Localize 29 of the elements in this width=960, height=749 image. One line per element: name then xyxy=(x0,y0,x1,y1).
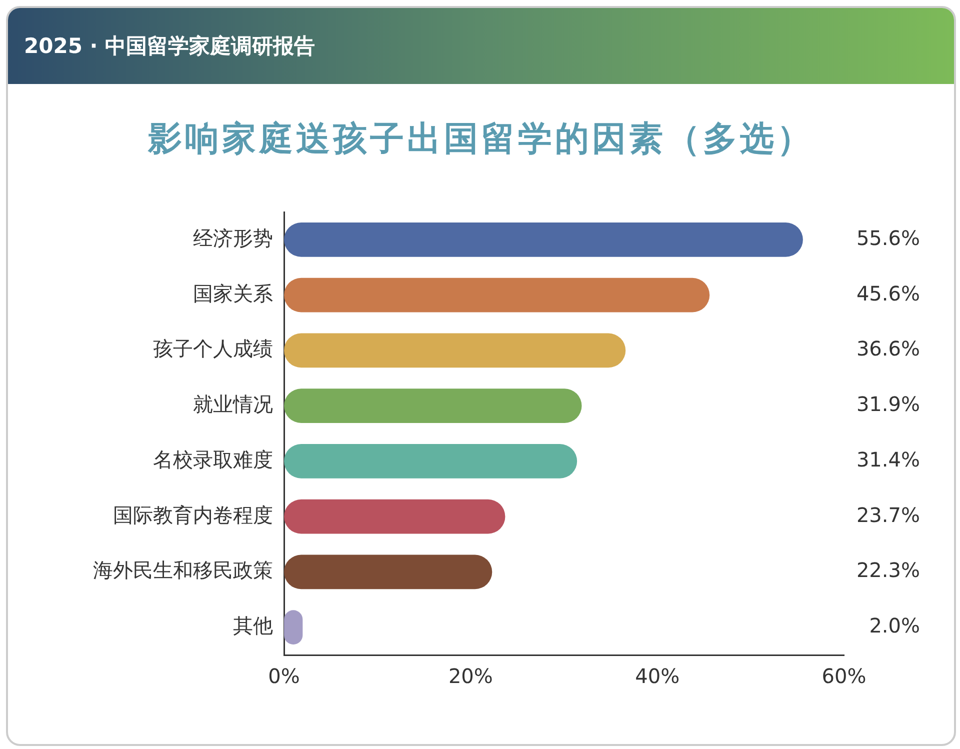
y-tick-label: 经济形势 xyxy=(193,226,273,250)
bar xyxy=(284,388,582,423)
data-label: 31.9% xyxy=(856,392,920,416)
y-tick-label: 国家关系 xyxy=(193,281,273,306)
data-label: 45.6% xyxy=(856,281,920,306)
bar xyxy=(284,333,626,368)
data-label: 22.3% xyxy=(856,558,920,582)
chart-subtitle: 2025 · 中国留学家庭调研报告 xyxy=(8,8,954,84)
bar xyxy=(284,222,803,257)
chart-title: 影响家庭送孩子出国留学的因素（多选） xyxy=(146,118,815,161)
bar xyxy=(284,554,492,590)
data-label: 2.0% xyxy=(869,614,920,638)
x-tick-label: 0% xyxy=(268,664,300,688)
y-tick-label: 就业情况 xyxy=(193,392,273,416)
bar xyxy=(284,278,710,312)
data-label: 36.6% xyxy=(856,336,920,361)
y-tick-label: 国际教育内卷程度 xyxy=(113,502,273,527)
x-tick-label: 60% xyxy=(822,664,866,688)
bar xyxy=(284,499,506,534)
data-label: 31.4% xyxy=(856,447,920,472)
x-tick-label: 20% xyxy=(448,664,493,688)
x-tick-label: 40% xyxy=(635,664,680,688)
data-label: 55.6% xyxy=(856,226,920,250)
y-tick-label: 名校录取难度 xyxy=(153,447,273,472)
y-tick-label: 孩子个人成绩 xyxy=(153,336,273,361)
y-tick-label: 其他 xyxy=(233,614,273,638)
bar xyxy=(284,444,578,478)
data-label: 23.7% xyxy=(856,502,920,527)
y-tick-label: 海外民生和移民政策 xyxy=(93,558,273,582)
